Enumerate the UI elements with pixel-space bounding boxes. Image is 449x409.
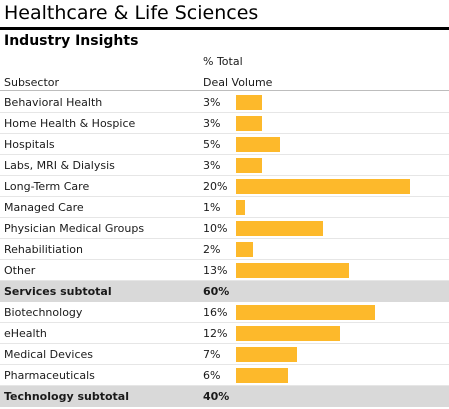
percent-label: 2%: [203, 243, 221, 256]
percent-label: 3%: [203, 96, 221, 109]
table-row: eHealth 12%: [0, 323, 449, 344]
metric-header-line1: % Total: [203, 55, 243, 68]
percent-label: 10%: [203, 222, 228, 235]
percent-label: 7%: [203, 348, 221, 361]
percent-label: 6%: [203, 369, 221, 382]
deal-volume-bar: [236, 347, 297, 362]
percent-label: 12%: [203, 327, 228, 340]
subsector-label: Hospitals: [4, 138, 55, 151]
percent-label: 60%: [203, 285, 230, 298]
percent-label: 3%: [203, 117, 221, 130]
deal-volume-bar: [236, 221, 323, 236]
table-row: Hospitals 5%: [0, 134, 449, 155]
percent-label: 1%: [203, 201, 221, 214]
deal-volume-bar: [236, 242, 254, 257]
table-row: Home Health & Hospice 3%: [0, 113, 449, 134]
table-row: Rehabilitiation 2%: [0, 239, 449, 260]
subsector-label: Rehabilitiation: [4, 243, 83, 256]
subsector-label: Services subtotal: [4, 285, 112, 298]
table-row: Labs, MRI & Dialysis 3%: [0, 155, 449, 176]
deal-volume-bar: [236, 179, 410, 194]
subsector-label: Medical Devices: [4, 348, 93, 361]
percent-label: 16%: [203, 306, 228, 319]
header-divider: [0, 90, 449, 91]
title-divider: [0, 27, 449, 30]
subsector-label: Managed Care: [4, 201, 84, 214]
deal-volume-bar: [236, 116, 263, 131]
page-title: Healthcare & Life Sciences: [4, 2, 259, 24]
deal-volume-bar: [236, 137, 280, 152]
table-row: Behavioral Health 3%: [0, 92, 449, 113]
table-row: Pharmaceuticals 6%: [0, 365, 449, 386]
subsector-label: Long-Term Care: [4, 180, 90, 193]
metric-header-line2: Deal Volume: [203, 76, 273, 89]
table-row: Long-Term Care 20%: [0, 176, 449, 197]
subsector-label: Home Health & Hospice: [4, 117, 136, 130]
subsector-label: Labs, MRI & Dialysis: [4, 159, 115, 172]
deal-volume-bar: [236, 326, 341, 341]
subsector-column-header: Subsector: [4, 76, 60, 89]
table-row: Other 13%: [0, 260, 449, 281]
table-row: Biotechnology 16%: [0, 302, 449, 323]
percent-label: 20%: [203, 180, 228, 193]
subsector-label: Other: [4, 264, 36, 277]
percent-label: 3%: [203, 159, 221, 172]
table-row: Managed Care 1%: [0, 197, 449, 218]
subsector-label: Behavioral Health: [4, 96, 103, 109]
percent-label: 5%: [203, 138, 221, 151]
percent-label: 40%: [203, 390, 230, 403]
subsector-label: Physician Medical Groups: [4, 222, 145, 235]
subsector-label: eHealth: [4, 327, 47, 340]
subtotal-row: Services subtotal 60%: [0, 281, 449, 302]
subsector-label: Pharmaceuticals: [4, 369, 95, 382]
page-subtitle: Industry Insights: [4, 33, 139, 49]
deal-volume-bar: [236, 158, 263, 173]
subtotal-row: Technology subtotal 40%: [0, 386, 449, 407]
deal-volume-bar: [236, 200, 245, 215]
deal-volume-bar: [236, 305, 376, 320]
table-row: Physician Medical Groups 10%: [0, 218, 449, 239]
table-row: Medical Devices 7%: [0, 344, 449, 365]
deal-volume-bar: [236, 95, 263, 110]
deal-volume-bar: [236, 368, 289, 383]
percent-label: 13%: [203, 264, 228, 277]
deal-volume-bar: [236, 263, 350, 278]
subsector-label: Biotechnology: [4, 306, 83, 319]
subsector-label: Technology subtotal: [4, 390, 129, 403]
